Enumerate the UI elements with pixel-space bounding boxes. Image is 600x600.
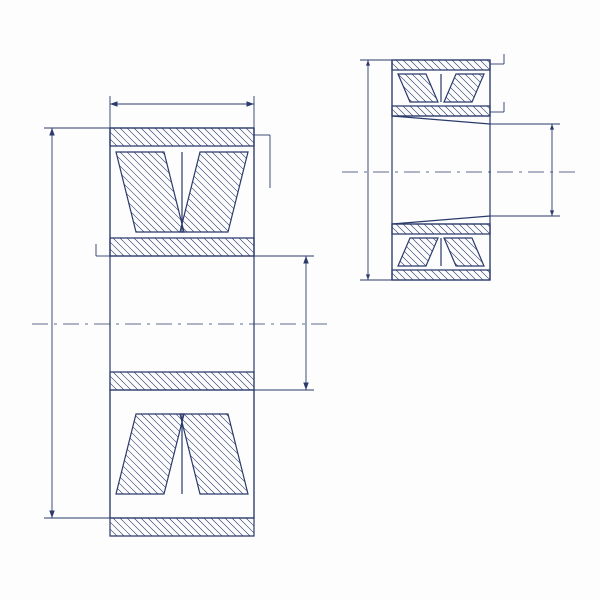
bearing-diagram (0, 0, 600, 600)
